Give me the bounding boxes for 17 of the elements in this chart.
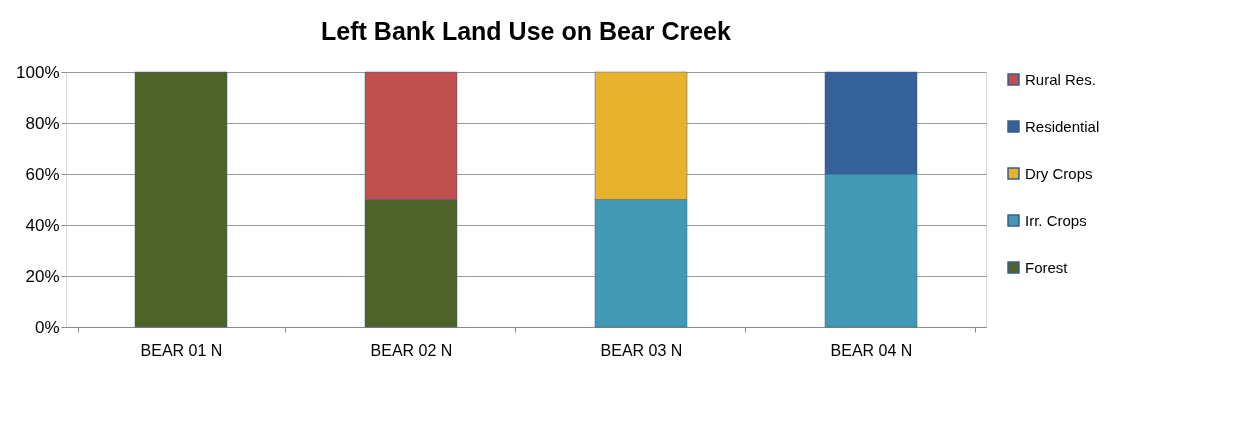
y-tick-label: 80% — [25, 113, 60, 133]
x-tick-label: BEAR 04 N — [830, 341, 913, 359]
bar — [134, 71, 228, 328]
legend-label: Rural Res. — [1025, 70, 1096, 88]
y-tick-label: 60% — [25, 164, 60, 184]
legend-label: Dry Crops — [1025, 164, 1093, 182]
x-tick-label: BEAR 01 N — [140, 341, 223, 359]
legend-label: Residential — [1025, 117, 1100, 135]
legend-label: Forest — [1025, 258, 1069, 276]
x-tick-label: BEAR 03 N — [600, 341, 683, 359]
legend-label: Irr. Crops — [1025, 211, 1087, 229]
y-tick-label: 100% — [16, 62, 60, 82]
y-tick-label: 0% — [34, 317, 60, 337]
x-tick-label: BEAR 02 N — [370, 341, 453, 359]
y-tick-label: 40% — [25, 215, 60, 235]
y-tick-label: 20% — [25, 266, 60, 286]
chart-title: Left Bank Land Use on Bear Creek — [321, 17, 732, 45]
